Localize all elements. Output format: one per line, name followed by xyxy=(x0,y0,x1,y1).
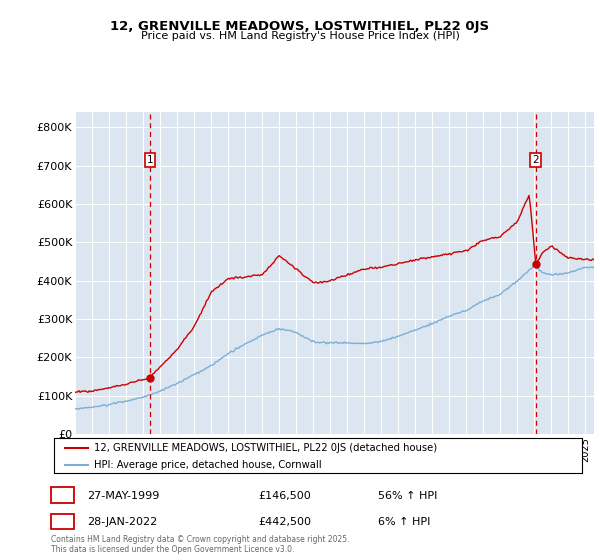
Text: £146,500: £146,500 xyxy=(258,491,311,501)
Text: 12, GRENVILLE MEADOWS, LOSTWITHIEL, PL22 0JS (detached house): 12, GRENVILLE MEADOWS, LOSTWITHIEL, PL22… xyxy=(94,443,437,453)
FancyBboxPatch shape xyxy=(51,514,74,529)
Text: 28-JAN-2022: 28-JAN-2022 xyxy=(87,517,157,527)
Text: 1: 1 xyxy=(147,155,154,165)
Text: 2: 2 xyxy=(532,155,539,165)
Text: £442,500: £442,500 xyxy=(258,517,311,527)
Text: 27-MAY-1999: 27-MAY-1999 xyxy=(87,491,160,501)
Text: Price paid vs. HM Land Registry's House Price Index (HPI): Price paid vs. HM Land Registry's House … xyxy=(140,31,460,41)
FancyBboxPatch shape xyxy=(51,487,74,503)
Text: 1: 1 xyxy=(59,491,66,501)
Text: 2: 2 xyxy=(59,517,66,527)
Text: HPI: Average price, detached house, Cornwall: HPI: Average price, detached house, Corn… xyxy=(94,460,321,469)
Text: 12, GRENVILLE MEADOWS, LOSTWITHIEL, PL22 0JS: 12, GRENVILLE MEADOWS, LOSTWITHIEL, PL22… xyxy=(110,20,490,32)
Text: 6% ↑ HPI: 6% ↑ HPI xyxy=(378,517,430,527)
Text: 56% ↑ HPI: 56% ↑ HPI xyxy=(378,491,437,501)
Text: Contains HM Land Registry data © Crown copyright and database right 2025.
This d: Contains HM Land Registry data © Crown c… xyxy=(51,535,349,554)
